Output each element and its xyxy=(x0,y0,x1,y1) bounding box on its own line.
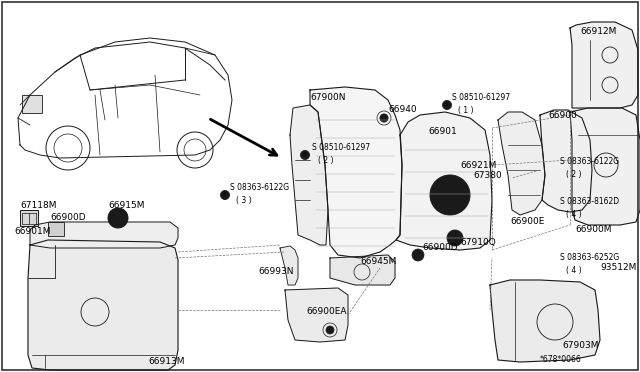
Circle shape xyxy=(326,326,334,334)
Text: S: S xyxy=(223,192,227,198)
Circle shape xyxy=(430,175,470,215)
Polygon shape xyxy=(30,222,178,248)
Text: 66901M: 66901M xyxy=(14,228,51,237)
Text: 66912M: 66912M xyxy=(580,28,616,36)
Text: 66921M: 66921M xyxy=(460,160,497,170)
Text: S 08510-61297: S 08510-61297 xyxy=(452,93,510,103)
Text: ( 3 ): ( 3 ) xyxy=(236,196,252,205)
Polygon shape xyxy=(396,112,492,250)
Text: 66993N: 66993N xyxy=(258,267,294,276)
Polygon shape xyxy=(498,112,545,215)
Text: 67118M: 67118M xyxy=(20,201,56,209)
Polygon shape xyxy=(570,108,640,225)
Text: 66900EA: 66900EA xyxy=(306,308,346,317)
Circle shape xyxy=(442,100,451,109)
Text: 67900N: 67900N xyxy=(310,93,346,103)
Polygon shape xyxy=(570,22,638,108)
Text: 67903M: 67903M xyxy=(562,340,598,350)
Bar xyxy=(48,222,64,236)
Text: 67380: 67380 xyxy=(473,170,502,180)
Text: 93512M: 93512M xyxy=(600,263,636,273)
Text: 66900E: 66900E xyxy=(510,218,545,227)
Circle shape xyxy=(447,230,463,246)
Text: 66900D: 66900D xyxy=(422,244,458,253)
Polygon shape xyxy=(290,105,328,245)
Polygon shape xyxy=(540,110,592,212)
Text: 66945M: 66945M xyxy=(360,257,396,266)
Text: S 08363-6252G: S 08363-6252G xyxy=(560,253,620,263)
Polygon shape xyxy=(28,240,178,370)
Polygon shape xyxy=(285,288,348,342)
Text: S: S xyxy=(303,153,307,157)
Polygon shape xyxy=(280,246,298,285)
Circle shape xyxy=(380,114,388,122)
Text: 67910Q: 67910Q xyxy=(460,237,496,247)
Circle shape xyxy=(108,208,128,228)
Text: 66901: 66901 xyxy=(428,128,457,137)
Circle shape xyxy=(221,190,230,199)
Text: 66913M: 66913M xyxy=(148,357,184,366)
Text: S 08510-61297: S 08510-61297 xyxy=(312,144,370,153)
Polygon shape xyxy=(330,255,395,285)
Circle shape xyxy=(412,249,424,261)
Text: 66900D: 66900D xyxy=(50,214,86,222)
Text: S 08363-6122G: S 08363-6122G xyxy=(560,157,619,167)
Polygon shape xyxy=(490,280,600,362)
Bar xyxy=(22,95,42,113)
Text: ( 4 ): ( 4 ) xyxy=(566,209,582,218)
Circle shape xyxy=(301,151,310,160)
Text: *678*0066: *678*0066 xyxy=(540,356,582,365)
Text: ( 2 ): ( 2 ) xyxy=(318,155,333,164)
Polygon shape xyxy=(310,87,402,258)
Text: S: S xyxy=(445,103,449,108)
Text: ( 2 ): ( 2 ) xyxy=(566,170,582,179)
Bar xyxy=(20,210,38,226)
Text: 66915M: 66915M xyxy=(108,201,145,209)
Text: 66940: 66940 xyxy=(388,106,417,115)
Text: 66900: 66900 xyxy=(548,110,577,119)
Text: ( 1 ): ( 1 ) xyxy=(458,106,474,115)
Text: ( 4 ): ( 4 ) xyxy=(566,266,582,275)
Text: 66900M: 66900M xyxy=(575,225,611,234)
Text: S 08363-8162D: S 08363-8162D xyxy=(560,198,619,206)
Text: S 08363-6122G: S 08363-6122G xyxy=(230,183,289,192)
